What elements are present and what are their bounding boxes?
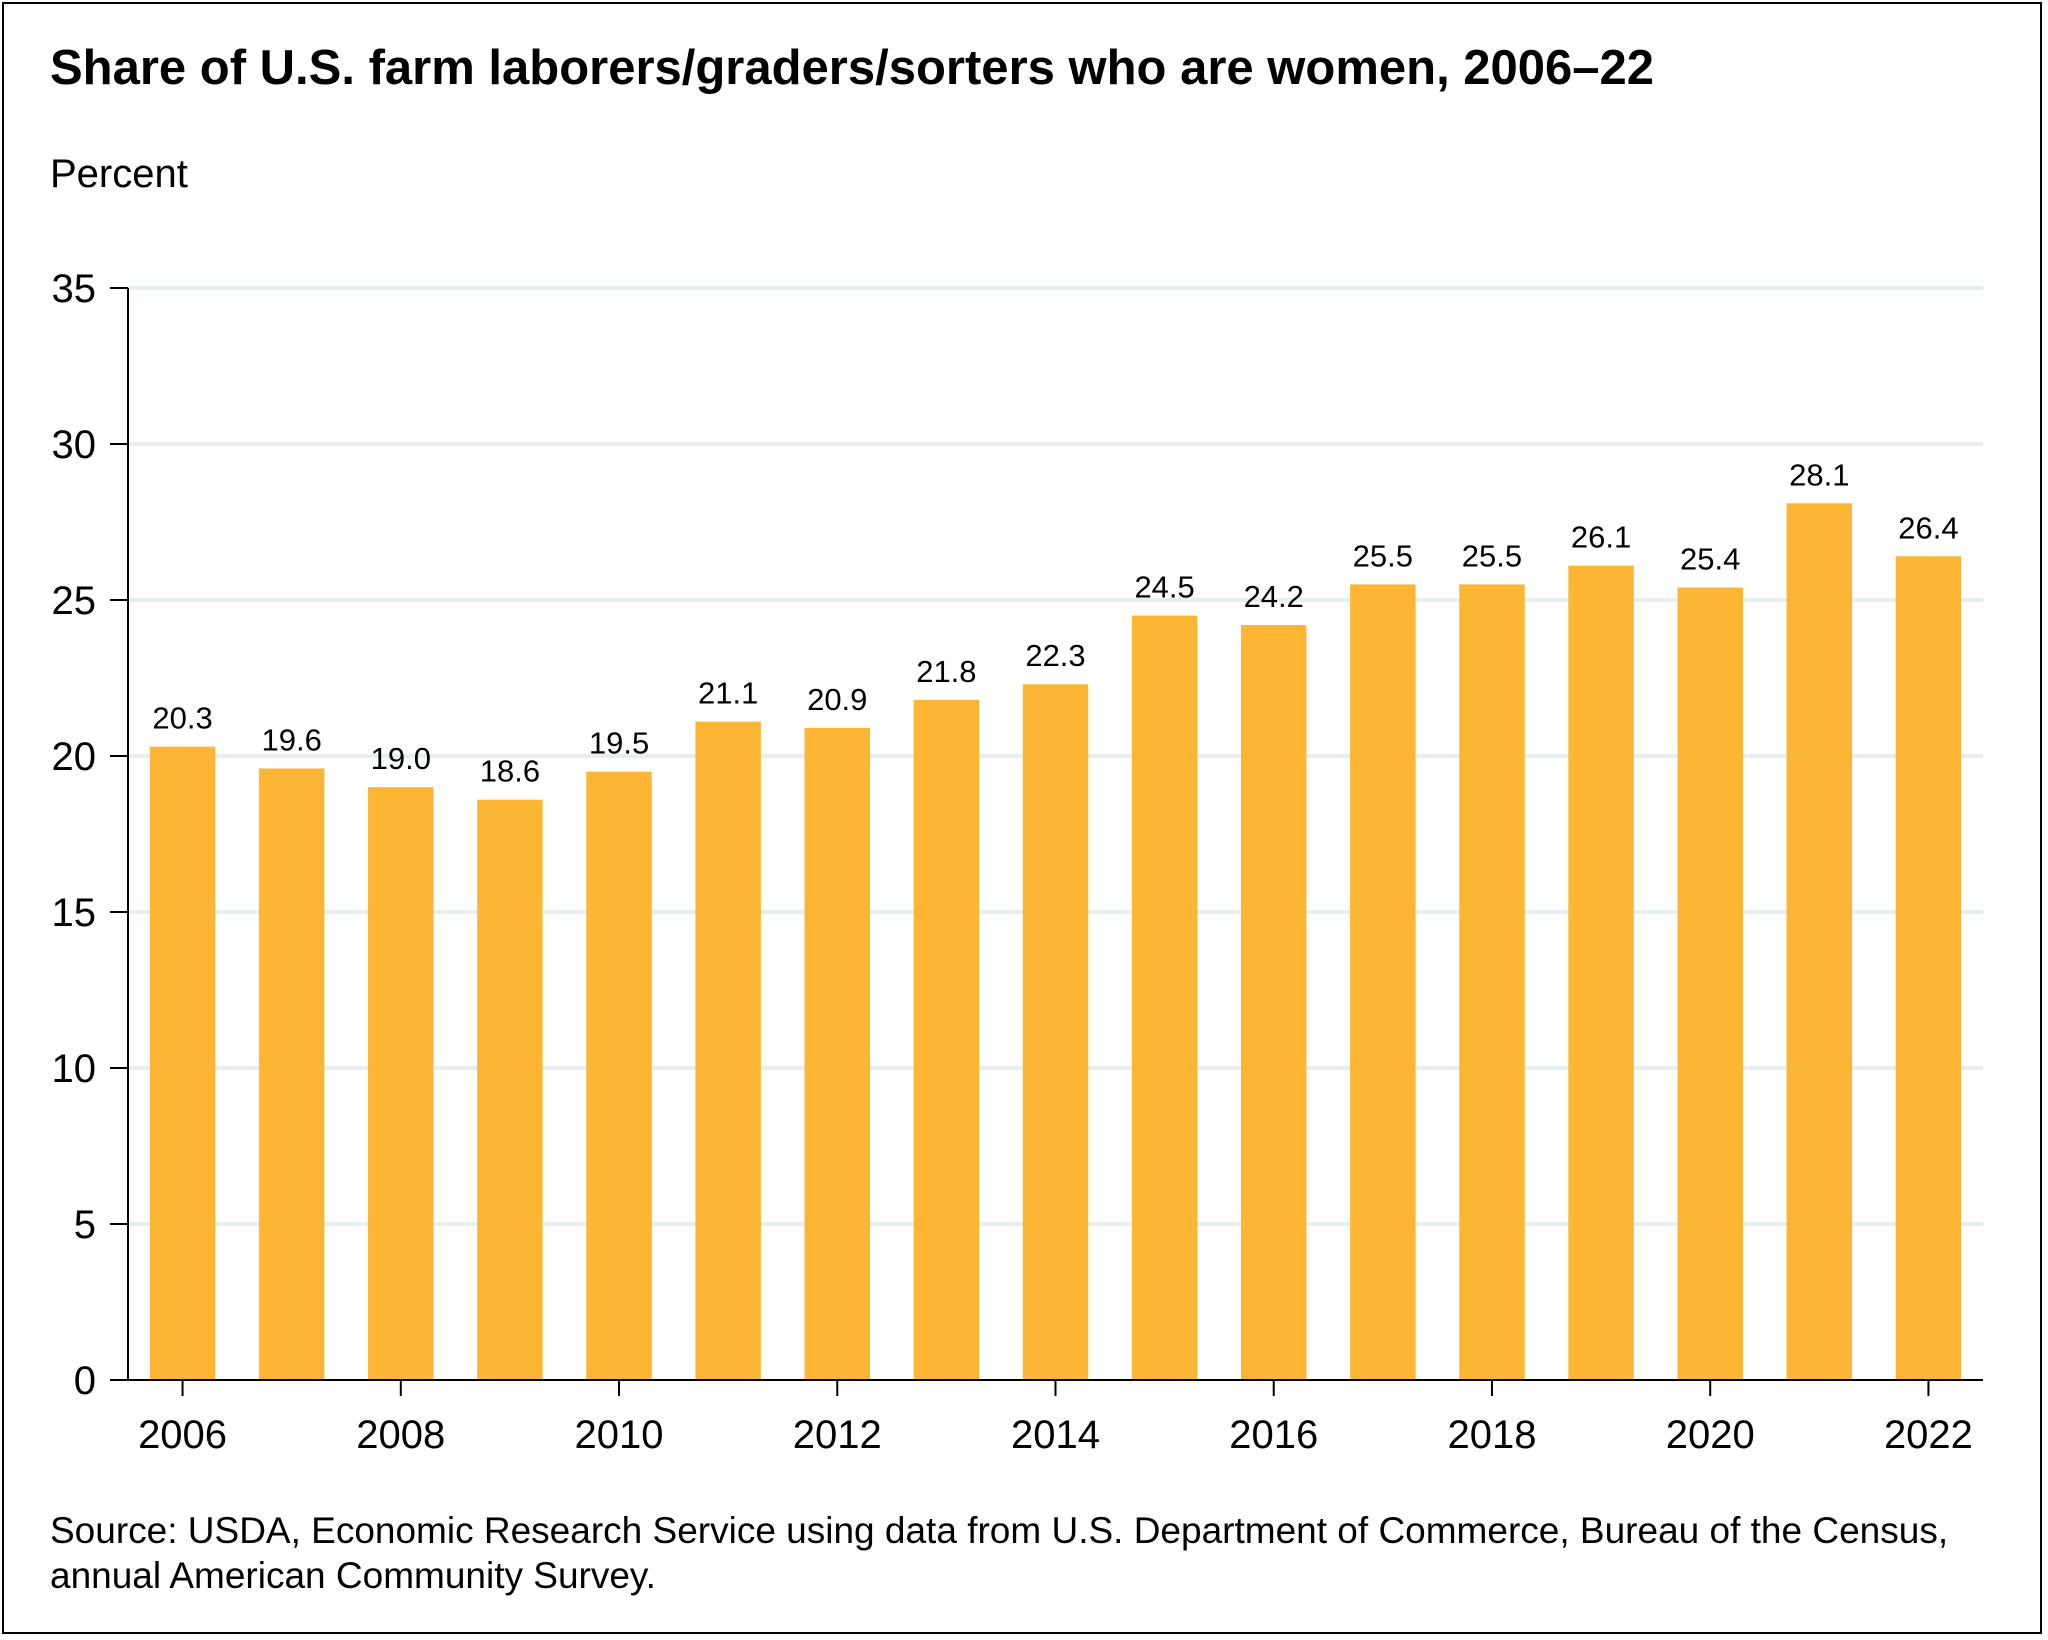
bar: [149, 746, 216, 1380]
x-tick-label: 2010: [575, 1413, 664, 1457]
data-label: 20.3: [152, 701, 212, 736]
data-label: 18.6: [480, 754, 540, 789]
data-label: 26.4: [1898, 510, 1958, 545]
y-tick-label: 15: [52, 891, 97, 935]
data-label: 26.1: [1571, 520, 1631, 555]
bar: [1131, 615, 1198, 1380]
chart-title: Share of U.S. farm laborers/graders/sort…: [50, 41, 1655, 95]
data-labels: 20.3 19.6 19.0 18.6 19.5 21.1 20.9 21.8 22.3 24.5…: [152, 457, 1958, 788]
y-tick-label: 35: [52, 267, 97, 311]
bar: [913, 699, 980, 1380]
axes: 0 5 10 15 20 25 30 35 2006 2008 2010 2012 2014 2016 20…: [52, 267, 1983, 1457]
data-label: 24.5: [1134, 570, 1194, 605]
y-tick-label: 25: [52, 579, 97, 623]
bars: [149, 503, 1962, 1380]
bar: [695, 721, 761, 1380]
x-tick-label: 2012: [793, 1413, 882, 1457]
x-tick-label: 2006: [138, 1413, 227, 1457]
data-label: 21.8: [916, 654, 976, 689]
data-label: 19.6: [262, 722, 322, 757]
data-label: 25.5: [1353, 538, 1413, 573]
data-label: 19.5: [589, 726, 649, 761]
bar: [477, 799, 543, 1380]
bar: [1350, 584, 1416, 1380]
bar: [1459, 584, 1525, 1380]
y-tick-label: 10: [52, 1047, 97, 1091]
source-note: Source: USDA, Economic Research Service …: [50, 1510, 1949, 1596]
data-label: 22.3: [1025, 638, 1085, 673]
data-label: 24.2: [1244, 579, 1304, 614]
x-tick-label: 2014: [1011, 1413, 1100, 1457]
data-label: 28.1: [1789, 457, 1849, 492]
bar: [258, 768, 325, 1380]
bar: [1022, 684, 1089, 1380]
x-tick-label: 2008: [356, 1413, 445, 1457]
y-tick-label: 5: [74, 1203, 96, 1247]
bar: [804, 727, 870, 1380]
bar: [586, 771, 652, 1380]
bar: [1241, 624, 1307, 1380]
bar: [1786, 503, 1853, 1380]
data-label: 25.5: [1462, 538, 1522, 573]
x-tick-label: 2018: [1447, 1413, 1536, 1457]
bar: [1568, 565, 1634, 1380]
y-tick-label: 0: [74, 1359, 96, 1403]
bar: [1895, 556, 1962, 1380]
bar: [368, 787, 434, 1380]
bar: [1677, 587, 1743, 1380]
y-axis-label: Percent: [50, 152, 188, 196]
x-tick-label: 2022: [1884, 1413, 1973, 1457]
x-tick-label: 2016: [1229, 1413, 1318, 1457]
data-label: 25.4: [1680, 542, 1740, 577]
y-tick-label: 20: [52, 735, 97, 779]
x-tick-label: 2020: [1666, 1413, 1755, 1457]
data-label: 19.0: [371, 741, 431, 776]
data-label: 21.1: [698, 676, 758, 711]
data-label: 20.9: [807, 682, 867, 717]
y-tick-label: 30: [52, 423, 97, 467]
